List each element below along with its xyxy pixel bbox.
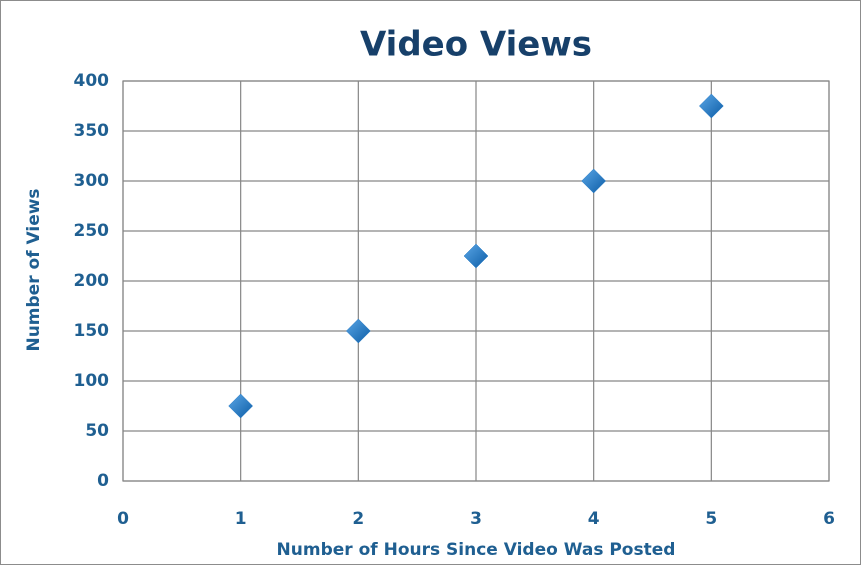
y-tick-label: 250 [74, 221, 110, 241]
y-tick-label: 200 [74, 271, 110, 291]
x-tick-label: 5 [705, 509, 717, 529]
data-point [228, 393, 254, 419]
y-tick-label: 400 [74, 71, 110, 91]
chart-title: Video Views [360, 25, 592, 65]
y-tick-label: 350 [74, 121, 110, 141]
data-point [345, 318, 371, 344]
data-point [463, 243, 489, 269]
y-tick-label: 50 [85, 421, 109, 441]
x-axis-label: Number of Hours Since Video Was Posted [277, 540, 676, 560]
y-tick-label: 0 [97, 471, 109, 491]
x-tick-label: 2 [352, 509, 364, 529]
y-tick-label: 300 [74, 171, 110, 191]
x-tick-label: 0 [117, 509, 129, 529]
y-tick-label: 150 [74, 321, 110, 341]
y-tick-label: 100 [74, 371, 110, 391]
x-tick-label: 3 [470, 509, 482, 529]
x-tick-label: 1 [235, 509, 247, 529]
x-tick-label: 4 [588, 509, 600, 529]
x-tick-label: 6 [823, 509, 835, 529]
data-point [698, 93, 724, 119]
data-point [581, 168, 607, 194]
y-axis-label: Number of Views [24, 188, 44, 351]
